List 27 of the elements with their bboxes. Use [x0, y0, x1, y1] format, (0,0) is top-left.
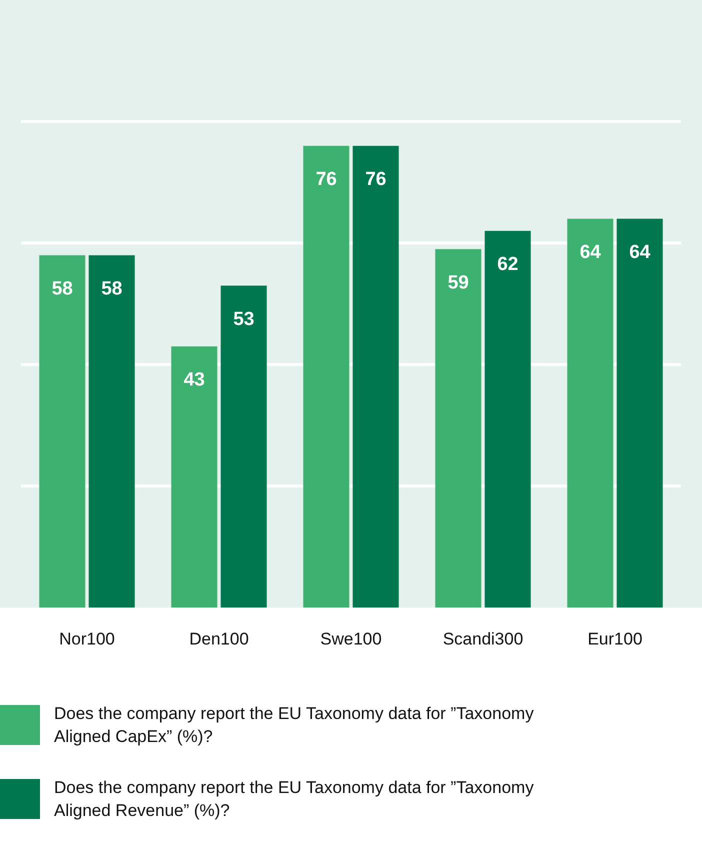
x-tick-label: Nor100	[59, 629, 115, 648]
data-label: 64	[629, 242, 651, 263]
data-label: 62	[497, 254, 518, 276]
legend-label: Does the company report the EU Taxonomy data for ”Taxonomy Aligned Revenue” (%)?	[54, 777, 535, 822]
data-label: 59	[448, 272, 469, 294]
data-label: 53	[233, 308, 254, 330]
bar	[567, 218, 614, 608]
data-label: 76	[365, 169, 386, 190]
x-tick-label: Eur100	[588, 629, 642, 648]
x-tick-label: Scandi300	[442, 629, 524, 648]
bar	[435, 249, 482, 608]
x-tick-label: Swe100	[320, 629, 382, 648]
bar	[88, 255, 135, 608]
bar	[39, 255, 86, 608]
bar	[303, 146, 350, 608]
data-label: 76	[316, 169, 337, 190]
x-tick-label: Den100	[189, 629, 249, 648]
bar	[616, 218, 663, 608]
data-label: 43	[184, 370, 205, 391]
data-label: 58	[52, 278, 73, 300]
legend-label: Does the company report the EU Taxonomy data for ”Taxonomy Aligned CapEx” (%)?	[54, 703, 535, 748]
data-label: 58	[101, 278, 122, 300]
bar	[220, 286, 267, 608]
bar	[352, 146, 399, 608]
bar	[484, 230, 531, 608]
bar	[171, 346, 218, 608]
data-label: 64	[580, 242, 602, 263]
